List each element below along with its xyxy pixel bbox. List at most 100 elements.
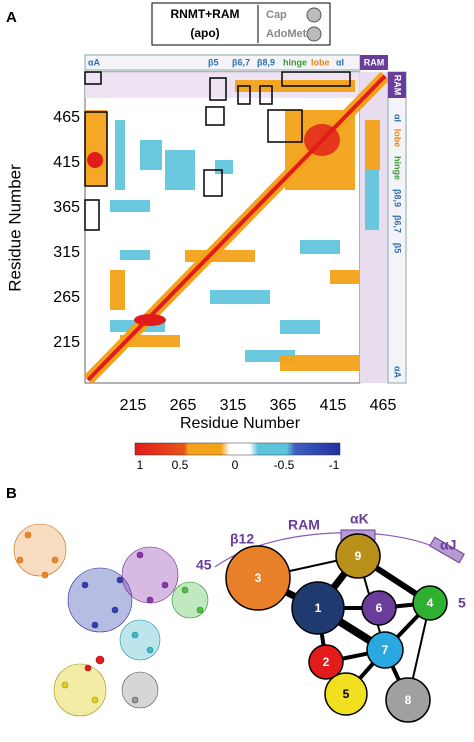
annotation: hinge	[283, 57, 307, 67]
annotation: β6,7	[393, 215, 403, 233]
panel-label: A	[6, 9, 17, 26]
annotation: 5	[458, 595, 466, 611]
node-label: 2	[323, 655, 330, 669]
annotation: β8,9	[393, 189, 403, 207]
blob	[215, 160, 233, 174]
annotation: αI	[393, 114, 403, 122]
annotation: αA	[393, 366, 403, 379]
x-ticks: 215 265 315 365 415 465	[120, 397, 397, 414]
network-nodes: 1 2 3 4 5 6 7 8 9	[225, 533, 448, 723]
colorbar	[134, 442, 341, 456]
blob	[110, 270, 125, 310]
blob	[115, 120, 125, 190]
highlight-boxes	[84, 71, 351, 231]
annotation: β5	[208, 57, 219, 67]
node-label: 1	[315, 601, 322, 615]
blob	[330, 270, 360, 284]
y-tick-label: 265	[53, 289, 80, 306]
node	[361, 590, 397, 626]
annotation: αJ	[440, 537, 456, 553]
legend-item: Cap	[266, 9, 287, 21]
y-tick-label: 365	[53, 199, 80, 216]
legend-marker	[306, 7, 322, 23]
heatmap-blobs	[83, 71, 390, 385]
node	[324, 672, 368, 716]
annotation: RAM	[364, 57, 385, 67]
y-axis-label: Residue Number	[5, 164, 24, 292]
legend-box	[151, 2, 331, 46]
y-ticks: 465 415 365 315 265 215	[53, 109, 80, 351]
colorbar-tick-label: 0	[232, 458, 239, 472]
blob	[165, 150, 195, 190]
annotation: RAM	[288, 517, 320, 533]
x-tick-label: 315	[220, 397, 247, 414]
node	[225, 545, 291, 611]
x-axis-label: Residue Number	[180, 415, 301, 432]
blob	[300, 240, 340, 254]
annotation: 45	[196, 557, 212, 573]
x-tick-label: 415	[320, 397, 347, 414]
blob	[87, 152, 103, 168]
node	[385, 677, 431, 723]
colorbar-ticks: 1 0.5 0 -0.5 -1	[137, 458, 340, 472]
blob	[280, 355, 360, 371]
node-label: 3	[255, 571, 262, 585]
legend-subtitle: (apo)	[190, 26, 219, 40]
blob	[365, 120, 380, 170]
blob	[110, 200, 150, 212]
annotation: β8,9	[257, 57, 275, 67]
colorbar-tick-label: -0.5	[274, 458, 295, 472]
node-label: 8	[405, 693, 412, 707]
node	[291, 581, 345, 635]
colorbar-tick-label: 0.5	[172, 458, 189, 472]
annotation: β12	[230, 531, 254, 547]
panel-label: B	[6, 485, 17, 502]
blob	[120, 250, 150, 260]
helix-j	[429, 536, 465, 564]
annotation: β6,7	[232, 57, 250, 67]
annotation: β5	[393, 243, 403, 254]
blob	[140, 140, 162, 170]
x-tick-label: 365	[270, 397, 297, 414]
molecular-network	[13, 523, 209, 717]
node-label: 6	[376, 601, 383, 615]
legend-item: AdoMet	[266, 28, 307, 40]
annotation: αA	[88, 57, 101, 67]
x-tick-label: 265	[170, 397, 197, 414]
node	[335, 533, 381, 579]
colorbar-tick-label: 1	[137, 458, 144, 472]
diagonal	[86, 74, 387, 382]
legend-title: RNMT+RAM	[171, 7, 240, 21]
right-annotations: RAM αI lobe hinge β8,9 β6,7 β5 αA	[393, 75, 403, 379]
ram-header	[360, 55, 388, 70]
node	[308, 644, 344, 680]
node-label: 9	[355, 549, 362, 563]
annotation: hinge	[393, 156, 403, 180]
annotation: αI	[336, 57, 344, 67]
annotation: αK	[350, 511, 369, 527]
blob	[85, 110, 107, 185]
y-tick-label: 315	[53, 244, 80, 261]
x-tick-label: 215	[120, 397, 147, 414]
annotation: lobe	[393, 129, 403, 148]
y-tick-label: 415	[53, 154, 80, 171]
node	[412, 585, 448, 621]
node-label: 7	[382, 643, 389, 657]
node-label: 5	[343, 687, 350, 701]
annotation: RAM	[393, 75, 403, 96]
blob	[134, 314, 166, 326]
node	[366, 631, 404, 669]
blob	[210, 290, 270, 304]
y-tick-label: 215	[53, 334, 80, 351]
blob	[304, 124, 340, 156]
annotation: lobe	[311, 57, 330, 67]
top-annotations: αA β5 β6,7 β8,9 hinge lobe αI RAM	[88, 57, 384, 67]
y-tick-label: 465	[53, 109, 80, 126]
ram-header	[388, 72, 406, 98]
colorbar-tick-label: -1	[329, 458, 340, 472]
legend-marker	[306, 26, 322, 42]
blob	[365, 170, 379, 230]
network-annotations: β12 RAM αK 45 αJ 5	[196, 511, 466, 611]
